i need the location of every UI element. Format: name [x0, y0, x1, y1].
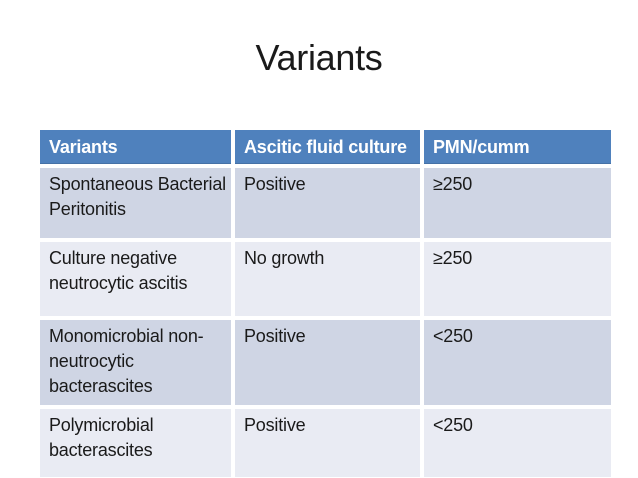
column-header-ascitic-fluid-culture: Ascitic fluid culture	[233, 130, 424, 168]
table-row: Polymicrobial bacterascites Positive <25…	[40, 407, 611, 477]
cell-pmn: ≥250	[422, 240, 611, 320]
variants-table: Variants Ascitic fluid culture PMN/cumm …	[40, 130, 611, 477]
table-row: Culture negative neutrocytic ascitis No …	[40, 240, 611, 320]
cell-pmn: <250	[422, 318, 611, 409]
cell-variant: Culture negative neutrocytic ascitis	[40, 240, 235, 320]
slide-title: Variants	[255, 37, 383, 78]
cell-culture: Positive	[233, 407, 424, 477]
cell-variant: Monomicrobial non-neutrocytic bacterasci…	[40, 318, 235, 409]
column-header-variants: Variants	[40, 130, 235, 168]
table-row: Spontaneous Bacterial Peritonitis Positi…	[40, 166, 611, 242]
table-row: Monomicrobial non-neutrocytic bacterasci…	[40, 318, 611, 409]
table-header: Variants Ascitic fluid culture PMN/cumm	[40, 130, 611, 168]
cell-variant: Polymicrobial bacterascites	[40, 407, 235, 477]
column-header-pmn-cumm: PMN/cumm	[422, 130, 611, 168]
cell-culture: Positive	[233, 318, 424, 409]
cell-pmn: ≥250	[422, 166, 611, 242]
table-body: Spontaneous Bacterial Peritonitis Positi…	[40, 166, 611, 477]
cell-pmn: <250	[422, 407, 611, 477]
cell-culture: Positive	[233, 166, 424, 242]
cell-variant: Spontaneous Bacterial Peritonitis	[40, 166, 235, 242]
header-row: Variants Ascitic fluid culture PMN/cumm	[40, 130, 611, 168]
cell-culture: No growth	[233, 240, 424, 320]
